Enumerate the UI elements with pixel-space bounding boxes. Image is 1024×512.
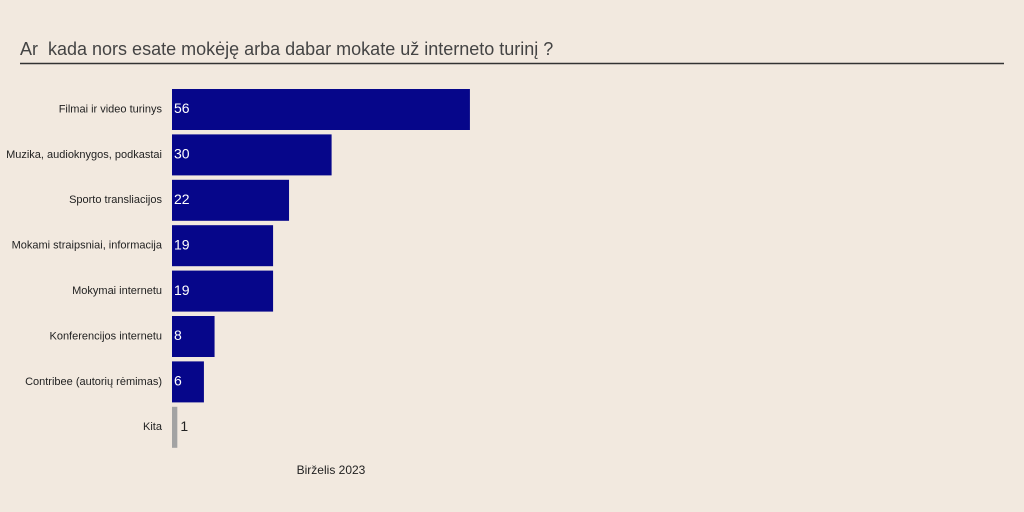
bar [172, 316, 215, 357]
value-label: 8 [174, 327, 182, 343]
bar [172, 361, 204, 403]
category-label: Kita [143, 421, 163, 433]
value-label: 1 [180, 418, 188, 434]
chart-title: Ar kada nors esate mokėję arba dabar mok… [20, 39, 553, 59]
value-label: 19 [174, 282, 190, 298]
bar [172, 406, 178, 448]
bar [172, 89, 470, 130]
value-label: 30 [174, 146, 190, 162]
category-label: Filmai ir video turinys [59, 103, 163, 115]
category-label: Muzika, audioknygos, podkastai [6, 149, 162, 161]
category-label: Contribee (autorių rėmimas) [25, 376, 162, 388]
value-label: 22 [174, 191, 190, 207]
value-label: 19 [174, 236, 190, 252]
x-axis-label: Birželis 2023 [297, 463, 366, 477]
category-label: Konferencijos internetu [49, 330, 162, 342]
value-label: 6 [174, 373, 182, 389]
bar [172, 270, 274, 312]
category-label: Sporto transliacijos [69, 194, 162, 206]
bar [172, 134, 332, 176]
value-label: 56 [174, 100, 190, 116]
bar [172, 179, 290, 221]
category-label: Mokymai internetu [72, 285, 162, 297]
bar [172, 225, 274, 267]
category-label: Mokami straipsniai, informacija [12, 240, 163, 252]
